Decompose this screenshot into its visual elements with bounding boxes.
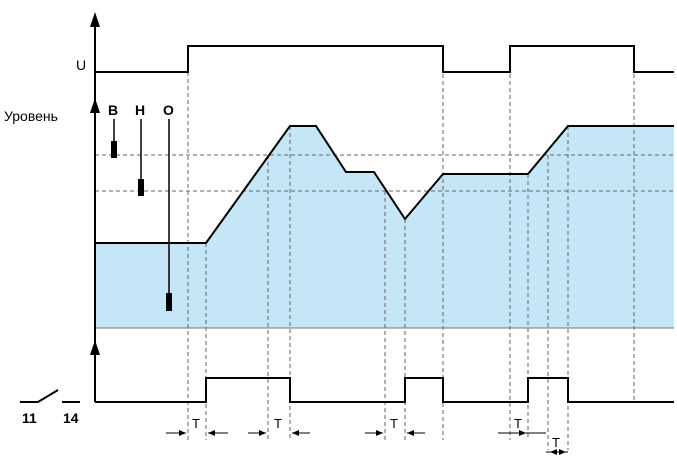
supply-label: U [76,57,86,73]
delay-label: T [192,416,200,431]
contact-11-label: 11 [22,410,37,426]
contact-14-label: 14 [63,410,79,426]
delay-markers [166,430,568,455]
delay-label: T [552,435,560,450]
axis-arrow-relay [90,340,100,355]
delay-label: T [514,416,522,431]
probe-h [138,119,144,196]
probe-b [111,119,117,158]
level-curve [95,125,674,244]
probe-h-label: H [135,102,145,118]
axis-arrow-top [90,12,100,27]
relay-waveform [95,377,674,403]
probe-b-label: B [108,102,118,118]
probe-o-label: O [163,102,174,118]
probe-o [166,119,172,311]
delay-label: T [390,416,398,431]
axis-arrow-level [90,98,100,113]
supply-waveform [95,45,674,73]
contact-symbol [20,389,80,403]
delay-label: T [274,416,282,431]
level-axis-label: Уровень [4,108,58,124]
